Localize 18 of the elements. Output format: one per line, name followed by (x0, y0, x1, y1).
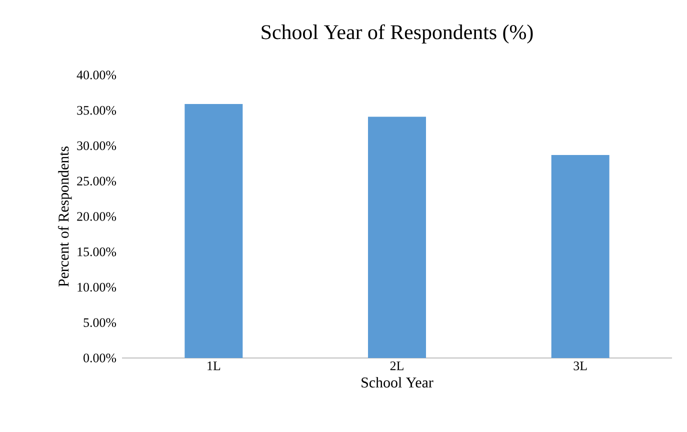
y-tick-label: 5.00% (84, 318, 116, 328)
y-tick-label: 10.00% (78, 282, 116, 292)
bar (368, 116, 426, 358)
bar (184, 104, 243, 358)
x-tick-label: 1L (208, 362, 220, 370)
y-tick-label: 25.00% (77, 176, 116, 186)
x-axis-title: School Year (362, 377, 434, 388)
x-tick-label: 3L (574, 362, 587, 370)
y-tick-label: 35.00% (77, 106, 116, 115)
y-tick-label: 15.00% (78, 247, 116, 256)
y-tick-label: 40.00% (76, 70, 116, 80)
y-tick-label: 30.00% (77, 141, 116, 150)
y-tick-label: 0.00% (84, 354, 116, 362)
x-tick-label: 2L (390, 362, 404, 370)
chart-title: School Year of Respondents (%) (262, 24, 533, 44)
y-tick-label: 20.00% (77, 212, 116, 221)
y-axis-title: Percent of Respondents (58, 146, 72, 287)
bar (551, 154, 610, 358)
